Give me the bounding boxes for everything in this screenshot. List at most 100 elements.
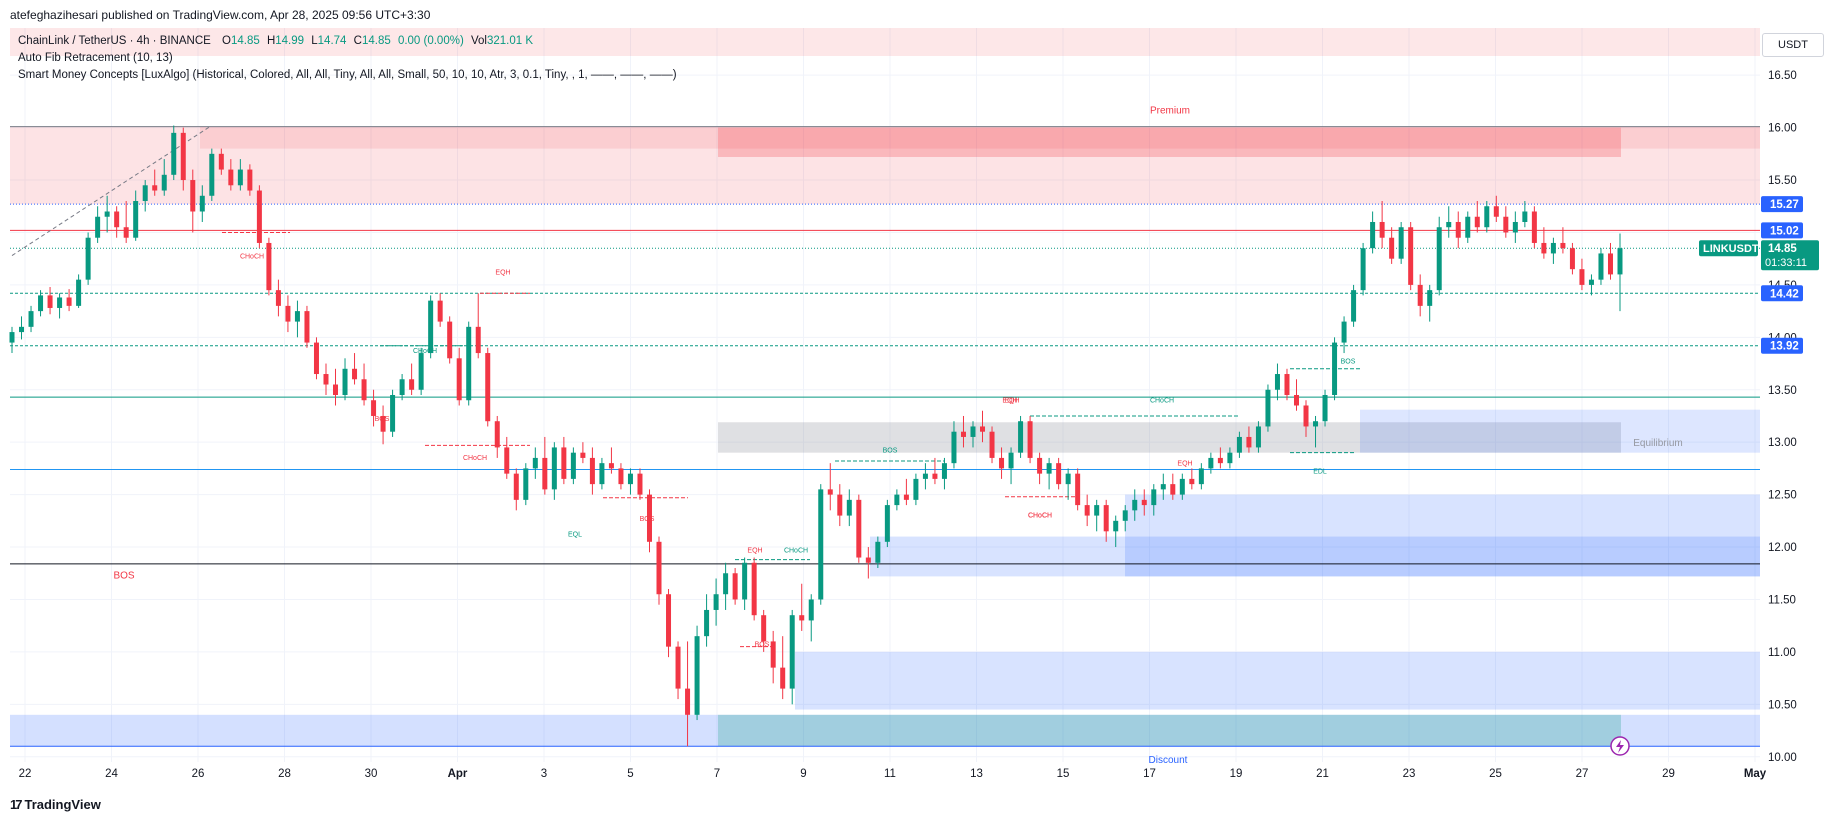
- indicator-fib-legend[interactable]: Auto Fib Retracement (10, 13): [18, 52, 173, 64]
- candle[interactable]: [85, 232, 91, 285]
- candle[interactable]: [1198, 463, 1204, 490]
- tradingview-brand[interactable]: 17 TradingView: [10, 797, 101, 812]
- candle[interactable]: [1122, 505, 1128, 532]
- candle[interactable]: [142, 180, 148, 212]
- candle[interactable]: [542, 436, 548, 495]
- candle[interactable]: [504, 436, 510, 479]
- candle[interactable]: [1303, 400, 1309, 437]
- price-badge[interactable]: 15.02: [1761, 222, 1803, 239]
- candle[interactable]: [1056, 457, 1062, 490]
- candle[interactable]: [1065, 468, 1071, 500]
- candle[interactable]: [1408, 221, 1414, 291]
- candle[interactable]: [342, 358, 348, 401]
- candle[interactable]: [922, 463, 928, 490]
- candle[interactable]: [313, 337, 319, 380]
- candle[interactable]: [485, 347, 491, 427]
- candle[interactable]: [57, 293, 63, 319]
- candle[interactable]: [1027, 415, 1033, 464]
- candle[interactable]: [304, 305, 310, 348]
- candle[interactable]: [865, 547, 871, 579]
- candle[interactable]: [104, 195, 110, 233]
- candle[interactable]: [932, 457, 938, 485]
- candle[interactable]: [1474, 201, 1480, 233]
- candle[interactable]: [1541, 227, 1547, 259]
- candle[interactable]: [894, 489, 900, 511]
- candle[interactable]: [19, 316, 25, 340]
- candle[interactable]: [1512, 211, 1518, 243]
- candle[interactable]: [352, 353, 358, 385]
- candle[interactable]: [846, 489, 852, 527]
- candle[interactable]: [428, 295, 434, 359]
- candle[interactable]: [1217, 447, 1223, 469]
- candle[interactable]: [970, 421, 976, 448]
- candle[interactable]: [675, 641, 681, 700]
- candle[interactable]: [732, 568, 738, 605]
- candle[interactable]: [1293, 379, 1299, 411]
- candle[interactable]: [561, 436, 567, 485]
- candle[interactable]: [247, 164, 253, 196]
- candle[interactable]: [1588, 274, 1594, 296]
- candle[interactable]: [1617, 233, 1623, 312]
- candle[interactable]: [152, 169, 158, 196]
- candle[interactable]: [1446, 206, 1452, 238]
- candle[interactable]: [627, 468, 633, 495]
- candle[interactable]: [694, 625, 700, 721]
- candle[interactable]: [1531, 206, 1537, 249]
- candle[interactable]: [713, 578, 719, 626]
- candle[interactable]: [456, 347, 462, 406]
- candle[interactable]: [1379, 201, 1385, 249]
- candle[interactable]: [1341, 316, 1347, 354]
- candle[interactable]: [941, 457, 947, 490]
- candle[interactable]: [409, 363, 415, 395]
- candle[interactable]: [523, 463, 529, 506]
- price-badge[interactable]: 13.92: [1761, 337, 1803, 354]
- candle[interactable]: [580, 442, 586, 464]
- candle[interactable]: [837, 484, 843, 527]
- candle[interactable]: [1008, 447, 1014, 485]
- candle[interactable]: [1493, 195, 1499, 222]
- candle[interactable]: [1179, 473, 1185, 500]
- candle[interactable]: [180, 127, 186, 191]
- candle[interactable]: [1607, 242, 1613, 280]
- candle[interactable]: [827, 463, 833, 511]
- candle[interactable]: [390, 389, 396, 437]
- candle[interactable]: [218, 148, 224, 175]
- candle[interactable]: [1569, 242, 1575, 275]
- candle[interactable]: [960, 415, 966, 448]
- candle[interactable]: [237, 159, 243, 191]
- candle[interactable]: [1503, 206, 1509, 238]
- candle[interactable]: [1465, 211, 1471, 243]
- candle[interactable]: [799, 583, 805, 631]
- candle[interactable]: [47, 286, 53, 315]
- candle[interactable]: [209, 148, 215, 202]
- candle[interactable]: [9, 326, 15, 354]
- candle[interactable]: [256, 185, 262, 249]
- candle[interactable]: [466, 321, 472, 406]
- candle[interactable]: [704, 594, 710, 647]
- candle[interactable]: [1455, 211, 1461, 249]
- indicator-smc-legend[interactable]: Smart Money Concepts [LuxAlgo] (Historic…: [18, 69, 677, 81]
- candle[interactable]: [1084, 494, 1090, 527]
- candle[interactable]: [1579, 258, 1585, 291]
- candle[interactable]: [1313, 415, 1319, 448]
- event-flash-icon[interactable]: [1610, 736, 1630, 756]
- candle[interactable]: [989, 426, 995, 464]
- candle[interactable]: [1046, 457, 1052, 490]
- candle[interactable]: [751, 557, 757, 621]
- candle[interactable]: [1598, 248, 1604, 285]
- candle[interactable]: [123, 201, 129, 243]
- currency-button[interactable]: USDT: [1762, 33, 1824, 57]
- candle[interactable]: [1189, 468, 1195, 490]
- candle[interactable]: [95, 206, 101, 243]
- candle[interactable]: [1132, 489, 1138, 521]
- candle[interactable]: [285, 295, 291, 333]
- candle[interactable]: [1103, 499, 1109, 542]
- candle[interactable]: [66, 289, 72, 312]
- candle[interactable]: [570, 447, 576, 485]
- price-badge[interactable]: 14.42: [1761, 285, 1803, 302]
- candle[interactable]: [1094, 499, 1100, 532]
- candle[interactable]: [380, 405, 386, 445]
- candle[interactable]: [1037, 452, 1043, 485]
- candle[interactable]: [323, 363, 329, 395]
- candle[interactable]: [913, 473, 919, 506]
